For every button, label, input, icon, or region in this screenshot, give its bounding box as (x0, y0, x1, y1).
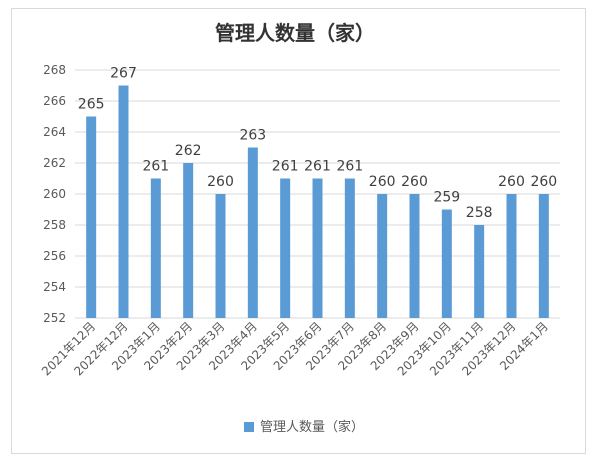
bar (150, 178, 161, 318)
bar (538, 194, 549, 318)
data-label: 261 (142, 159, 169, 175)
data-label: 261 (336, 159, 363, 175)
data-label: 260 (401, 174, 428, 190)
data-label: 262 (175, 143, 202, 159)
y-tick-label: 260 (43, 187, 66, 201)
y-tick-label: 266 (43, 94, 66, 108)
y-tick-label: 258 (43, 218, 66, 232)
bar (280, 178, 291, 318)
data-label: 261 (272, 159, 299, 175)
bar (215, 194, 226, 318)
bar (312, 178, 323, 318)
bar (377, 194, 388, 318)
data-label: 267 (110, 66, 137, 82)
bar (247, 147, 258, 318)
bar (86, 116, 97, 318)
chart-frame (11, 8, 586, 454)
data-label: 258 (466, 205, 493, 221)
data-label: 265 (78, 97, 105, 113)
legend: 管理人数量（家） (0, 416, 608, 435)
bar (118, 85, 129, 318)
data-label: 260 (498, 174, 525, 190)
y-tick-label: 256 (43, 249, 66, 263)
legend-label: 管理人数量（家） (259, 420, 364, 435)
y-tick-label: 262 (43, 156, 66, 170)
y-tick-label: 264 (43, 125, 66, 139)
data-label: 260 (530, 174, 557, 190)
bar (506, 194, 517, 318)
bar (441, 209, 452, 318)
bar (474, 225, 485, 318)
bar (344, 178, 355, 318)
data-label: 263 (239, 128, 266, 144)
data-label: 259 (433, 190, 460, 206)
data-label: 261 (304, 159, 331, 175)
bar (409, 194, 420, 318)
legend-swatch (243, 422, 254, 432)
y-tick-label: 252 (43, 311, 66, 325)
y-tick-label: 268 (43, 63, 66, 77)
data-label: 260 (369, 174, 396, 190)
data-label: 260 (207, 174, 234, 190)
chart-title: 管理人数量（家） (215, 21, 375, 45)
bar (183, 163, 194, 318)
y-tick-label: 254 (43, 280, 66, 294)
